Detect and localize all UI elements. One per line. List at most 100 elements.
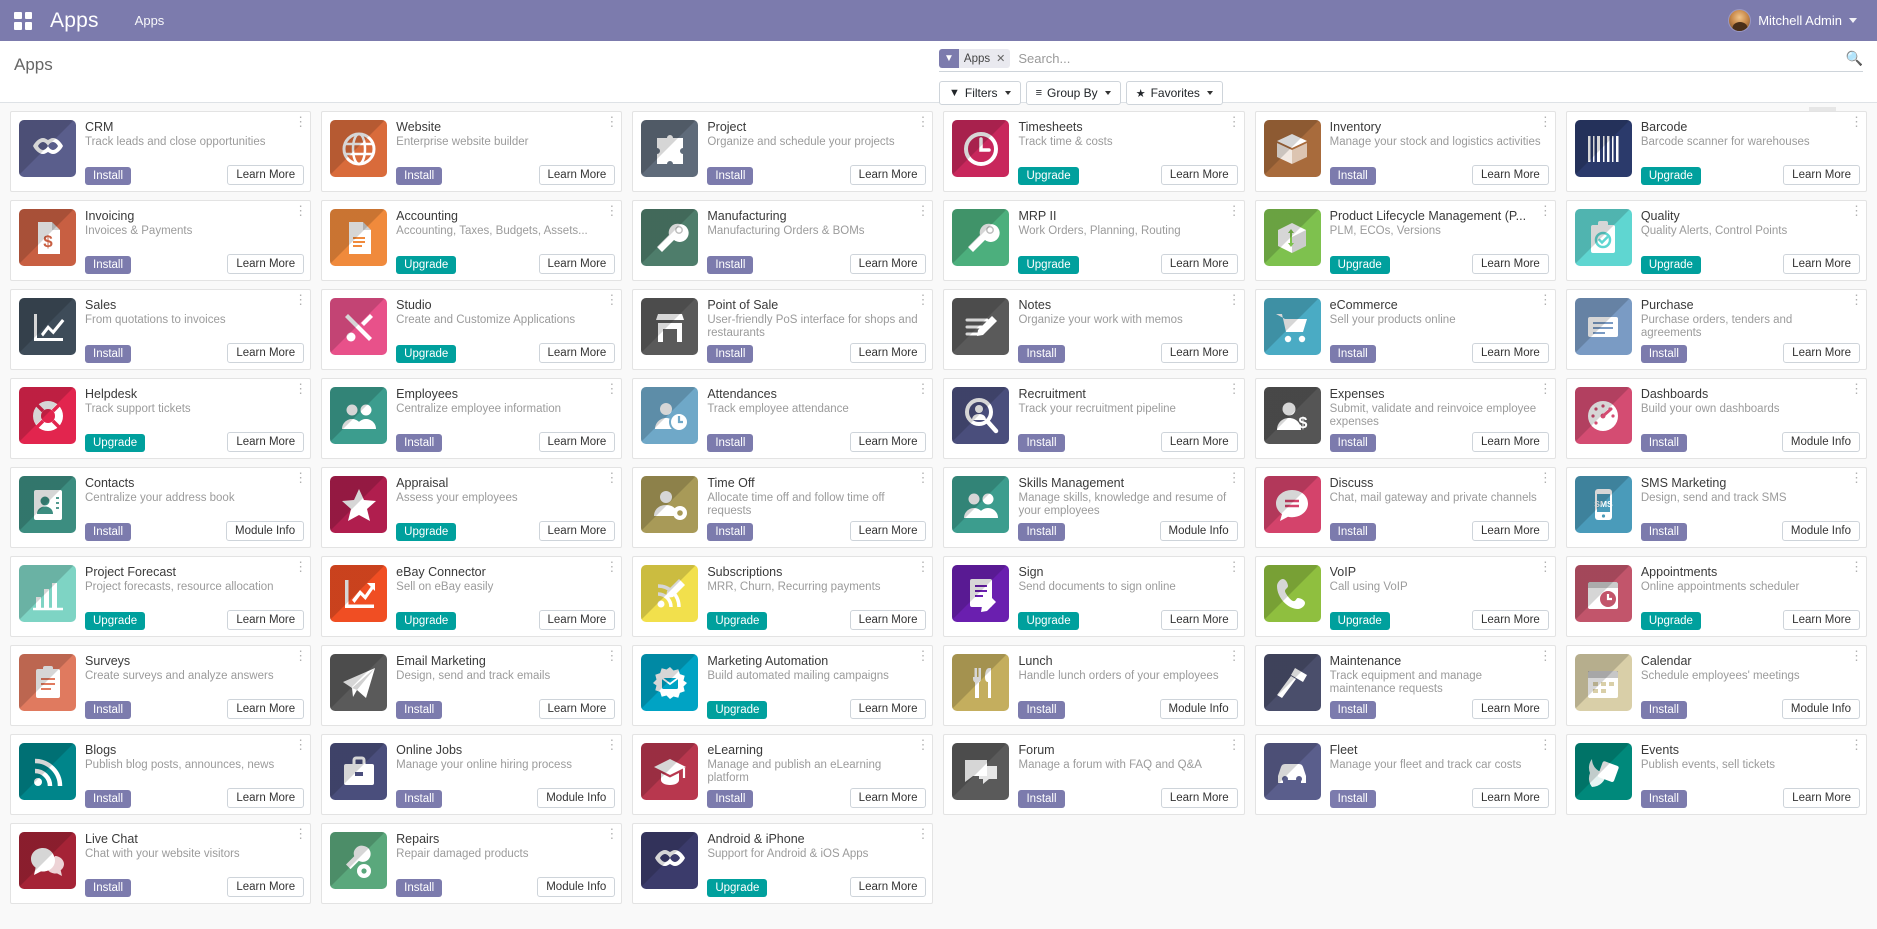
install-button[interactable]: Install	[1329, 790, 1376, 808]
app-card[interactable]: Blogs Publish blog posts, announces, news…	[10, 734, 312, 815]
app-name[interactable]: Website	[396, 120, 442, 134]
app-name[interactable]: Recruitment	[1018, 387, 1086, 401]
card-menu-icon[interactable]: ⋮	[605, 292, 619, 307]
card-menu-icon[interactable]: ⋮	[1227, 292, 1241, 307]
app-card[interactable]: Purchase Purchase orders, tenders and agr…	[1565, 289, 1867, 370]
learn-more-button[interactable]: Learn More	[538, 610, 616, 630]
card-menu-icon[interactable]: ⋮	[1849, 114, 1863, 129]
card-menu-icon[interactable]: ⋮	[1227, 470, 1241, 485]
upgrade-button[interactable]: Upgrade	[1018, 612, 1079, 630]
app-name[interactable]: Product Lifecycle Management (P...	[1329, 209, 1527, 223]
upgrade-button[interactable]: Upgrade	[1329, 612, 1390, 630]
card-menu-icon[interactable]: ⋮	[916, 559, 930, 574]
learn-more-button[interactable]: Learn More	[849, 521, 927, 541]
learn-more-button[interactable]: Learn More	[849, 610, 927, 630]
app-name[interactable]: Barcode	[1640, 120, 1688, 134]
app-card[interactable]: Dashboards Build your own dashboards Insta…	[1565, 378, 1867, 459]
app-name[interactable]: Calendar	[1640, 654, 1692, 668]
apps-grid-icon[interactable]	[14, 11, 32, 30]
card-menu-icon[interactable]: ⋮	[1538, 648, 1552, 663]
app-name[interactable]: Subscriptions	[707, 565, 783, 579]
app-card[interactable]: Calendar Schedule employees' meetings Inst…	[1565, 645, 1867, 726]
app-card[interactable]: Skills Management Manage skills, knowledg…	[943, 467, 1245, 548]
card-menu-icon[interactable]: ⋮	[1849, 648, 1863, 663]
card-menu-icon[interactable]: ⋮	[1227, 203, 1241, 218]
install-button[interactable]: Install	[85, 701, 132, 719]
upgrade-button[interactable]: Upgrade	[707, 701, 768, 719]
app-name[interactable]: Events	[1640, 743, 1680, 757]
app-card[interactable]: Marketing Automation Build automated mail…	[632, 645, 934, 726]
learn-more-button[interactable]: Learn More	[227, 610, 305, 630]
app-card[interactable]: Project Forecast Project forecasts, resou…	[10, 556, 312, 637]
install-button[interactable]: Install	[396, 701, 443, 719]
learn-more-button[interactable]: Learn More	[227, 343, 305, 363]
app-card[interactable]: Inventory Manage your stock and logistics…	[1254, 111, 1556, 192]
app-card[interactable]: Events Publish events, sell tickets Instal…	[1565, 734, 1867, 815]
card-menu-icon[interactable]: ⋮	[1227, 648, 1241, 663]
app-card[interactable]: Surveys Create surveys and analyze answer…	[10, 645, 312, 726]
learn-more-button[interactable]: Learn More	[1783, 788, 1860, 808]
app-name[interactable]: Skills Management	[1018, 476, 1125, 490]
install-button[interactable]: Install	[1329, 434, 1376, 452]
card-menu-icon[interactable]: ⋮	[1227, 559, 1241, 574]
app-card[interactable]: Subscriptions MRR, Churn, Recurring payme…	[632, 556, 934, 637]
app-card[interactable]: Helpdesk Track support tickets Upgrade Lear…	[10, 378, 312, 459]
card-menu-icon[interactable]: ⋮	[916, 470, 930, 485]
app-card[interactable]: Sales From quotations to invoices Install L…	[10, 289, 312, 370]
app-card[interactable]: Manufacturing Manufacturing Orders & BOMs…	[632, 200, 934, 281]
install-button[interactable]: Install	[85, 345, 132, 363]
app-name[interactable]: Online Jobs	[396, 743, 463, 757]
learn-more-button[interactable]: Learn More	[1160, 254, 1238, 274]
app-card[interactable]: Employees Centralize employee information…	[321, 378, 623, 459]
learn-more-button[interactable]: Learn More	[1783, 254, 1860, 274]
card-menu-icon[interactable]: ⋮	[1538, 381, 1552, 396]
app-name[interactable]: Timesheets	[1018, 120, 1083, 134]
app-card[interactable]: VoIP Call using VoIP Upgrade Learn More ⋮	[1254, 556, 1556, 637]
card-menu-icon[interactable]: ⋮	[1538, 292, 1552, 307]
app-name[interactable]: Purchase	[1640, 298, 1694, 312]
card-menu-icon[interactable]: ⋮	[294, 826, 308, 841]
module-info-button[interactable]: Module Info	[1159, 521, 1238, 541]
upgrade-button[interactable]: Upgrade	[85, 434, 146, 452]
search-icon[interactable]: 🔍	[1845, 50, 1863, 66]
install-button[interactable]: Install	[85, 523, 132, 541]
card-menu-icon[interactable]: ⋮	[605, 470, 619, 485]
app-name[interactable]: Time Off	[707, 476, 755, 490]
app-name[interactable]: Forum	[1018, 743, 1055, 757]
card-menu-icon[interactable]: ⋮	[1849, 559, 1863, 574]
app-name[interactable]: MRP II	[1018, 209, 1057, 223]
app-card[interactable]: Contacts Centralize your address book Inst…	[10, 467, 312, 548]
app-card[interactable]: Sign Send documents to sign online Upgrade…	[943, 556, 1245, 637]
card-menu-icon[interactable]: ⋮	[294, 292, 308, 307]
install-button[interactable]: Install	[707, 167, 754, 185]
learn-more-button[interactable]: Learn More	[849, 254, 927, 274]
app-name[interactable]: eBay Connector	[396, 565, 486, 579]
card-menu-icon[interactable]: ⋮	[916, 114, 930, 129]
app-name[interactable]: Quality	[1640, 209, 1680, 223]
group-by-button[interactable]: ≡ Group By	[1025, 81, 1121, 105]
learn-more-button[interactable]: Learn More	[1160, 165, 1238, 185]
app-name[interactable]: Blogs	[85, 743, 117, 757]
app-card[interactable]: eBay Connector Sell on eBay easily Upgrade…	[321, 556, 623, 637]
app-name[interactable]: Android & iPhone	[707, 832, 805, 846]
upgrade-button[interactable]: Upgrade	[85, 612, 146, 630]
card-menu-icon[interactable]: ⋮	[1849, 203, 1863, 218]
learn-more-button[interactable]: Learn More	[1472, 432, 1549, 452]
app-name[interactable]: VoIP	[1329, 565, 1357, 579]
app-card[interactable]: Attendances Track employee attendance Inst…	[632, 378, 934, 459]
app-card[interactable]: Appointments Online appointments schedule…	[1565, 556, 1867, 637]
install-button[interactable]: Install	[396, 434, 443, 452]
card-menu-icon[interactable]: ⋮	[605, 203, 619, 218]
upgrade-button[interactable]: Upgrade	[1640, 612, 1701, 630]
app-card[interactable]: eLearning Manage and publish an eLearning…	[632, 734, 934, 815]
install-button[interactable]: Install	[396, 879, 443, 897]
app-name[interactable]: Studio	[396, 298, 432, 312]
app-name[interactable]: Live Chat	[85, 832, 138, 846]
install-button[interactable]: Install	[1640, 345, 1687, 363]
nav-menu-item-apps[interactable]: Apps	[134, 13, 165, 28]
learn-more-button[interactable]: Learn More	[1160, 432, 1238, 452]
install-button[interactable]: Install	[396, 790, 443, 808]
app-name[interactable]: Lunch	[1018, 654, 1053, 668]
app-name[interactable]: Appraisal	[396, 476, 449, 490]
learn-more-button[interactable]: Learn More	[538, 254, 616, 274]
